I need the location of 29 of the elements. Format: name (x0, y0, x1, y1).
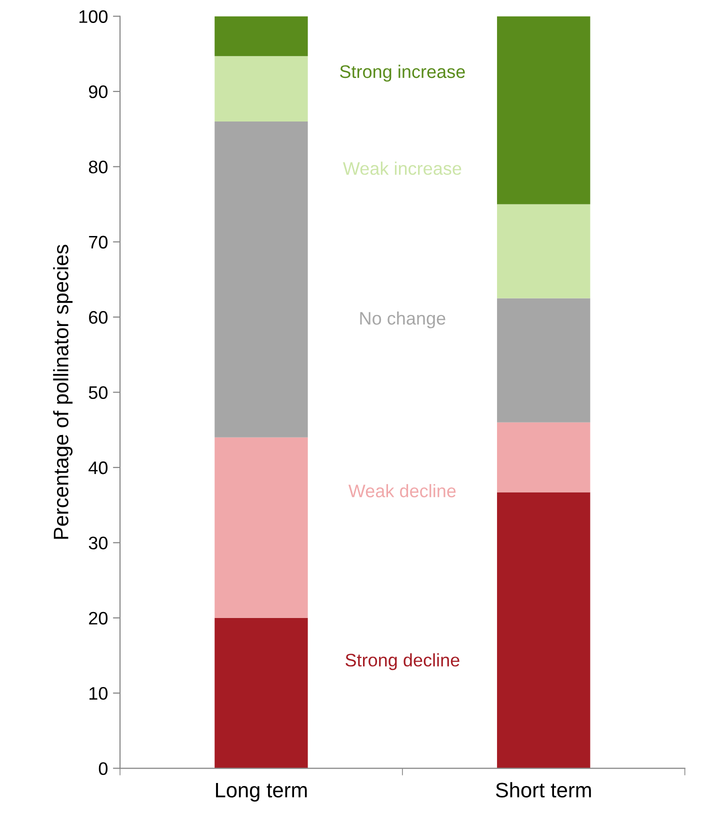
y-tick-label: 100 (79, 10, 108, 23)
text: Weak decline (348, 484, 456, 498)
y-tick-label: 40 (88, 461, 108, 474)
bar (214, 16, 308, 56)
text: Strong decline (346, 653, 460, 670)
text: No change (360, 311, 446, 328)
bar (497, 204, 590, 298)
y-tick-label: 80 (88, 160, 108, 174)
y-axis-title: Percentage of pollinator species (53, 244, 73, 539)
series-label: Strong increase (340, 64, 465, 82)
y-tick-label: 20 (89, 612, 108, 625)
bar (497, 16, 590, 204)
bar (497, 422, 590, 492)
y-tick-label: 10 (90, 687, 108, 700)
bar (214, 618, 308, 768)
y-tick-label: 60 (89, 311, 108, 324)
bar (497, 298, 590, 422)
bar (214, 56, 308, 122)
bar (214, 437, 308, 618)
bar (214, 122, 308, 438)
bar (497, 492, 590, 768)
x-tick-label: Long term (216, 782, 307, 802)
text: Weak increase (342, 162, 462, 175)
x-tick-label: Short term (496, 782, 591, 798)
y-tick-label: 90 (88, 85, 108, 98)
y-tick-label: 30 (88, 536, 108, 550)
y-tick-label: 0 (98, 762, 108, 776)
y-tick-label: 70 (89, 236, 108, 249)
y-tick-label: 50 (88, 386, 108, 399)
